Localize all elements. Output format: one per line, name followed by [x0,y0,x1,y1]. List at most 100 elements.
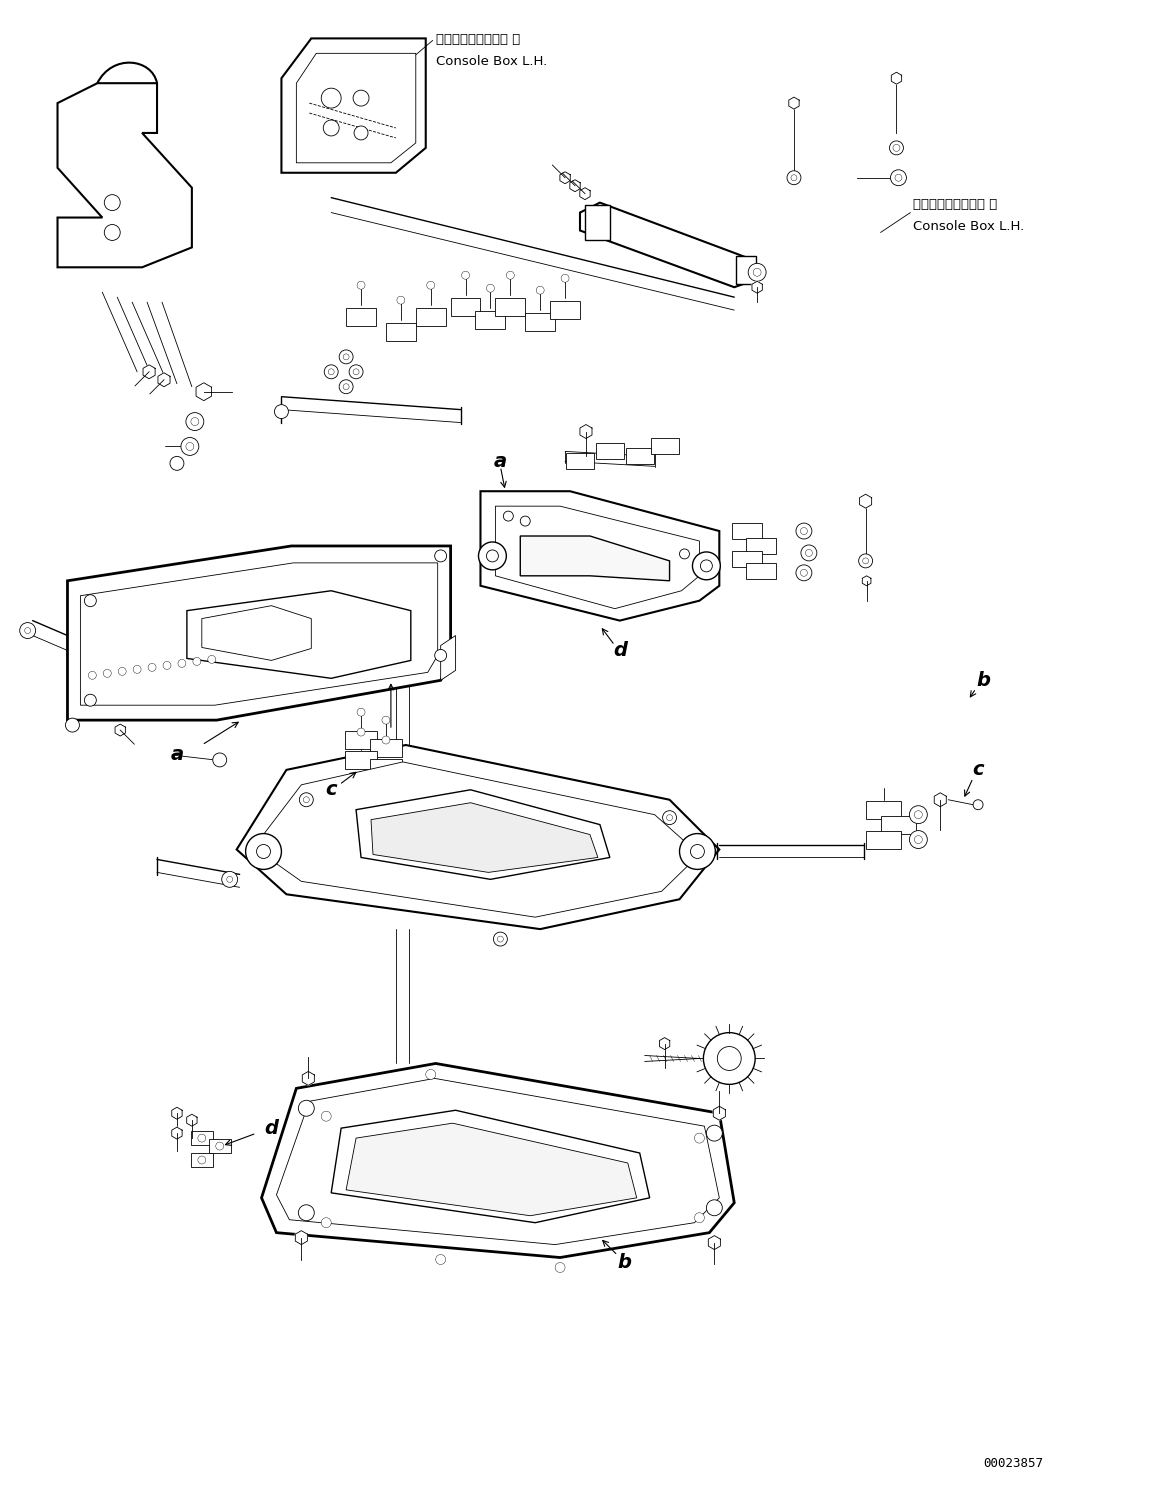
Circle shape [706,1200,723,1215]
Circle shape [321,1218,331,1227]
Polygon shape [346,1123,637,1215]
Bar [345,751,378,769]
Polygon shape [580,425,592,438]
Circle shape [274,404,288,419]
Polygon shape [935,793,946,807]
Circle shape [692,552,720,580]
Text: a: a [170,746,183,765]
Polygon shape [481,491,719,620]
Polygon shape [859,494,872,508]
Bar [476,312,505,330]
Circle shape [104,195,120,210]
Circle shape [706,1126,723,1141]
Circle shape [118,668,126,675]
Bar [732,552,762,567]
Bar [416,309,446,327]
Circle shape [88,671,96,680]
Circle shape [181,437,199,455]
Circle shape [357,282,365,289]
Polygon shape [144,365,155,379]
Text: Console Box L.H.: Console Box L.H. [914,219,1025,233]
Bar [746,538,776,555]
Circle shape [303,796,309,802]
Polygon shape [331,1111,650,1223]
Circle shape [427,282,434,289]
Circle shape [800,570,807,577]
Bar [550,301,580,319]
Circle shape [493,932,507,945]
Circle shape [909,805,928,823]
Circle shape [498,936,504,942]
Polygon shape [115,725,125,737]
Circle shape [353,368,359,374]
Circle shape [20,623,36,638]
Circle shape [701,561,712,573]
Circle shape [486,285,494,292]
Text: コンソールボックス 左: コンソールボックス 左 [435,33,520,46]
Bar [586,206,610,240]
Circle shape [104,225,120,240]
Circle shape [562,274,569,282]
Polygon shape [236,746,719,929]
Circle shape [717,1047,741,1071]
Polygon shape [58,83,192,267]
Polygon shape [262,1063,734,1257]
Bar [526,313,555,331]
Polygon shape [254,762,699,917]
Polygon shape [296,54,416,163]
Circle shape [324,365,338,379]
Circle shape [506,271,514,279]
Polygon shape [441,635,455,680]
Circle shape [478,543,506,570]
Bar [566,453,594,470]
Polygon shape [157,373,170,386]
Circle shape [198,1135,206,1142]
Polygon shape [659,1038,669,1050]
Polygon shape [277,1078,719,1245]
Text: c: c [973,760,984,780]
Circle shape [170,456,184,470]
Bar [191,1153,213,1167]
Circle shape [257,844,271,859]
Circle shape [213,753,227,766]
Circle shape [909,830,928,848]
Circle shape [915,835,922,844]
Polygon shape [496,505,699,608]
Polygon shape [580,188,591,200]
Bar [732,523,762,538]
Circle shape [133,665,141,674]
Polygon shape [171,1127,182,1139]
Text: Console Box L.H.: Console Box L.H. [435,55,547,69]
Bar [881,816,916,833]
Circle shape [753,268,761,276]
Circle shape [328,368,335,374]
Circle shape [321,88,342,107]
Circle shape [343,353,349,359]
Text: c: c [325,780,337,799]
Polygon shape [892,72,902,83]
Circle shape [349,365,364,379]
Bar [866,830,901,848]
Circle shape [520,516,530,526]
Text: d: d [264,1118,278,1138]
Circle shape [462,271,469,279]
Circle shape [555,1263,565,1272]
Circle shape [680,549,689,559]
Circle shape [662,811,676,825]
Polygon shape [281,39,426,173]
Circle shape [504,511,513,520]
Circle shape [354,125,368,140]
Circle shape [193,658,200,665]
Circle shape [893,145,900,152]
Bar [386,324,416,341]
Circle shape [895,174,902,182]
Text: コンソールボックス 左: コンソールボックス 左 [914,198,998,210]
Polygon shape [186,590,411,678]
Circle shape [667,814,673,820]
Polygon shape [371,802,598,872]
Circle shape [300,793,314,807]
Bar [866,801,901,819]
Bar [596,443,624,459]
Circle shape [148,663,156,671]
Circle shape [178,659,186,668]
